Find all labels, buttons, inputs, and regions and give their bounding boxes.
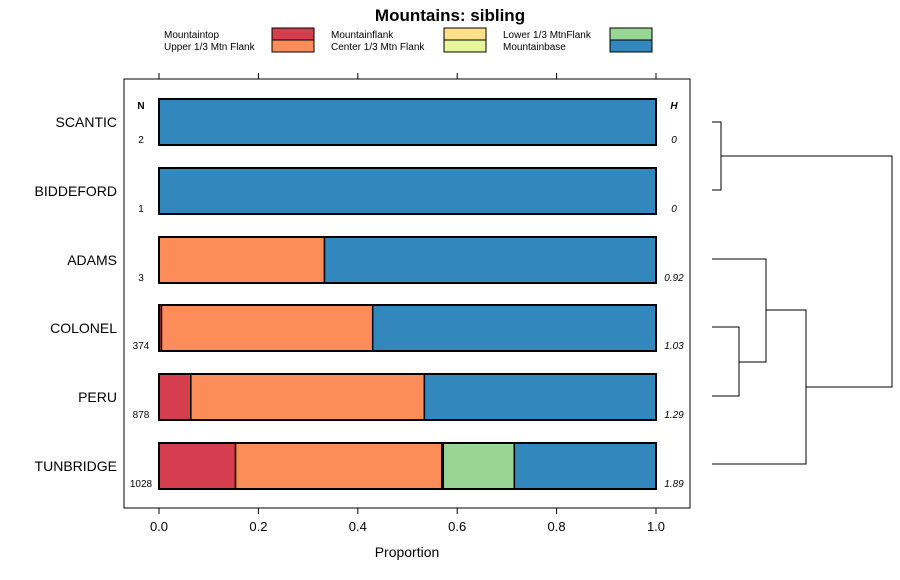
n-header: N — [137, 101, 144, 112]
legend-label: Lower 1/3 MtnFlank — [503, 30, 592, 41]
bar-segment — [513, 442, 657, 490]
x-tick-label: 0.8 — [548, 519, 566, 534]
bar-outline — [158, 442, 657, 490]
x-tick-label: 1.0 — [647, 519, 665, 534]
h-value: 0.92 — [664, 273, 684, 284]
bar-segment — [234, 442, 443, 490]
x-tick-label: 0.2 — [249, 519, 267, 534]
legend-swatch — [443, 39, 487, 53]
category-label: BIDDEFORD — [35, 183, 117, 199]
bar-segment — [158, 373, 192, 421]
bar-segment — [158, 167, 657, 215]
legend-label: Mountainflank — [331, 30, 394, 41]
plot-frame — [123, 78, 691, 509]
bar-outline — [158, 167, 657, 215]
n-value: 374 — [133, 341, 150, 352]
dendrogram — [712, 121, 893, 465]
x-axis-label: Proportion — [375, 544, 440, 560]
h-value: 0 — [671, 204, 677, 215]
category-label: TUNBRIDGE — [35, 458, 117, 474]
axes: 0.0 0.2 0.4 0.6 0.8 1.0 — [150, 73, 665, 534]
bar-outline — [158, 304, 657, 352]
legend-swatch — [443, 27, 487, 41]
bars — [158, 98, 657, 490]
n-value: 3 — [138, 273, 144, 284]
bar-segment — [190, 373, 426, 421]
category-label: PERU — [78, 389, 117, 405]
legend-label: Upper 1/3 Mtn Flank — [164, 42, 256, 53]
dendrogram-branch-scantic — [712, 121, 722, 191]
bar-outline — [158, 373, 657, 421]
bar-segment — [160, 304, 374, 352]
legend-label: Mountaintop — [164, 30, 219, 41]
bar-segment — [442, 442, 516, 490]
bar-segment — [158, 442, 237, 490]
bar-segment — [158, 236, 326, 284]
bar-segment — [158, 98, 657, 146]
bar-segment — [423, 373, 657, 421]
n-value: 878 — [133, 410, 150, 421]
x-tick-label: 0.4 — [349, 519, 367, 534]
dendrogram-branch-tunbridge — [712, 309, 807, 465]
dendrogram-branch-root — [721, 155, 893, 388]
h-value: 0 — [671, 135, 677, 146]
x-tick-label: 0.0 — [150, 519, 168, 534]
bar-outline — [158, 236, 657, 284]
x-tick-label: 0.6 — [448, 519, 466, 534]
dendrogram-branch-colonel-peru — [712, 326, 740, 397]
n-value: 1 — [138, 204, 144, 215]
bar-segment — [371, 304, 657, 352]
h-header: H — [670, 101, 678, 112]
chart-title: Mountains: sibling — [375, 6, 525, 25]
category-label: SCANTIC — [56, 114, 117, 130]
h-value: 1.89 — [664, 479, 684, 490]
h-value: 1.03 — [664, 341, 684, 352]
category-label: ADAMS — [67, 252, 117, 268]
bar-outline — [158, 98, 657, 146]
row-labels: SCANTIC 2 0 BIDDEFORD 1 0 ADAMS 3 0.92 COLONEL 374… — [35, 114, 685, 490]
legend-label: Center 1/3 Mtn Flank — [331, 42, 425, 53]
legend-label: Mountainbase — [503, 42, 566, 53]
legend-swatch — [271, 27, 315, 41]
category-label: COLONEL — [50, 320, 117, 336]
legend-swatch — [609, 27, 653, 41]
n-value: 1028 — [130, 479, 153, 490]
n-value: 2 — [138, 135, 144, 146]
legend-swatch — [609, 39, 653, 53]
bar-segment — [323, 236, 657, 284]
h-value: 1.29 — [664, 410, 684, 421]
legend-swatch — [271, 39, 315, 53]
